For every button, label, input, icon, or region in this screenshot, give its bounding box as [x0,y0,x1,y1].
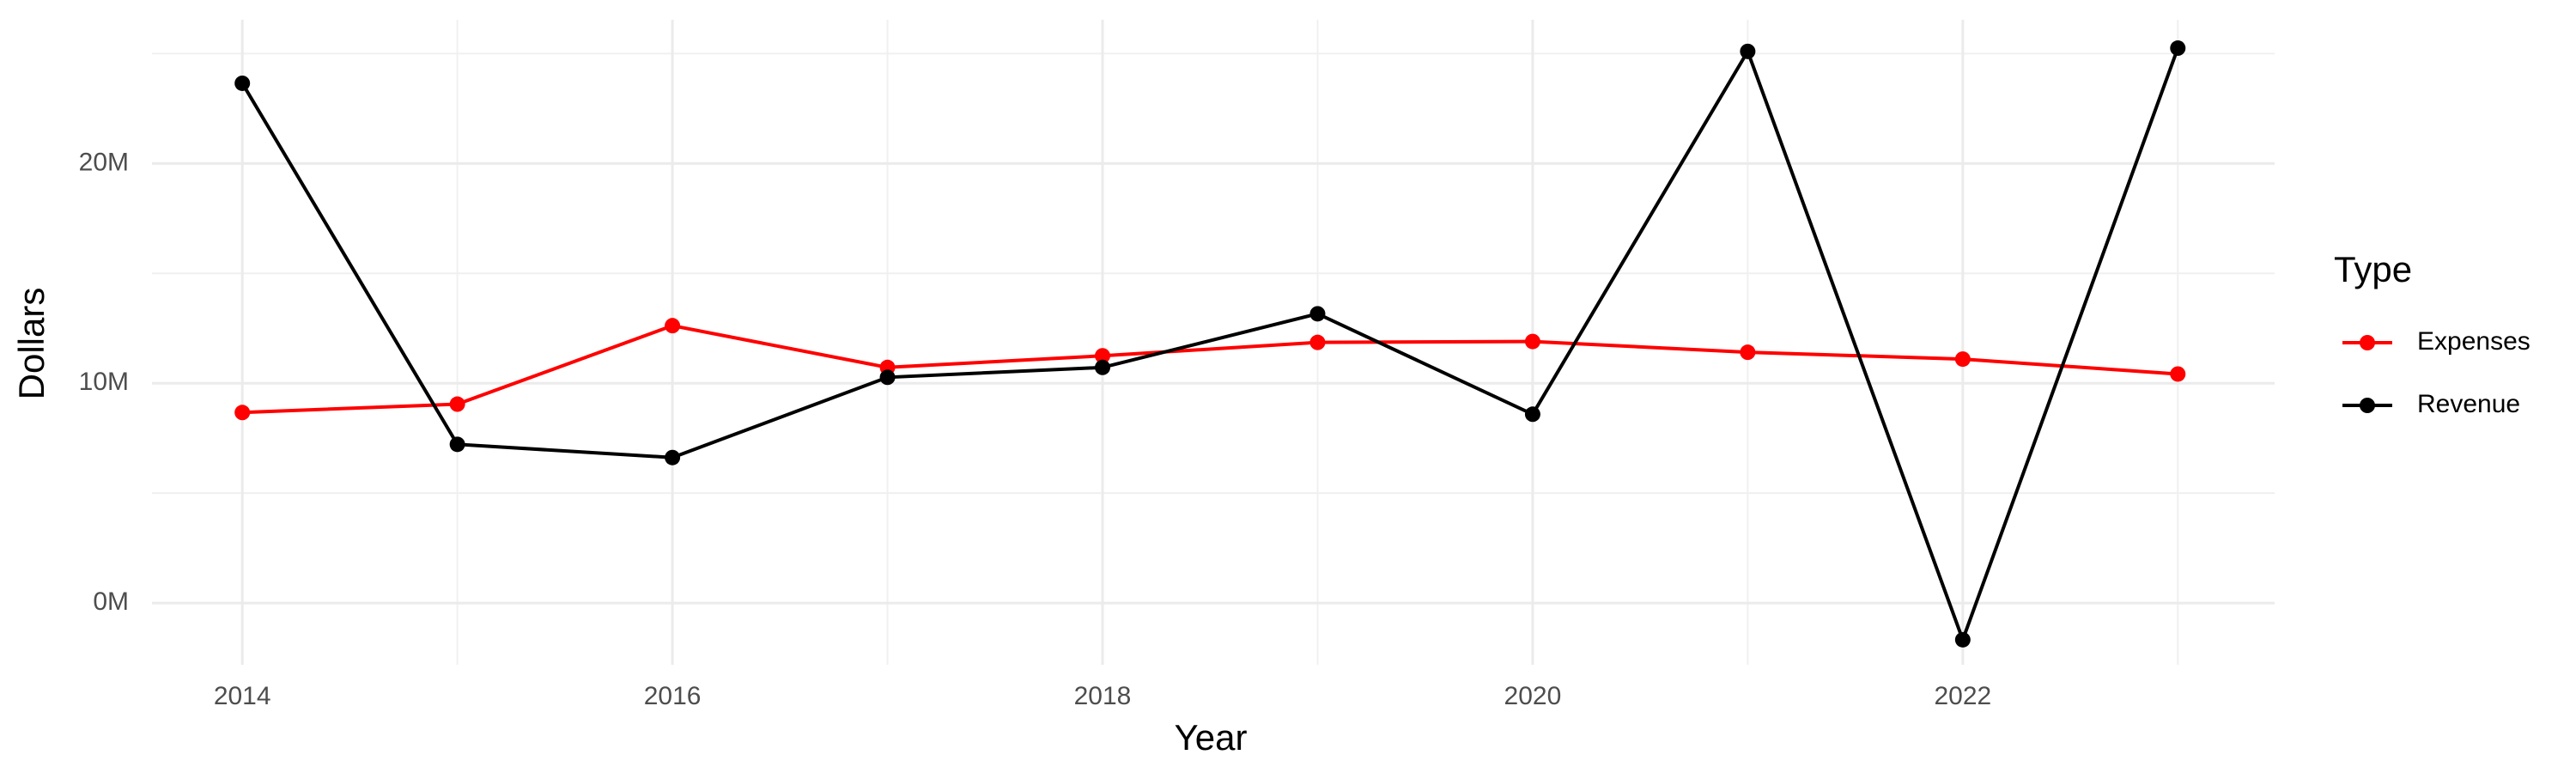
legend-title: Type [2334,249,2412,289]
point [1740,344,1756,361]
x-tick-label: 2014 [214,682,271,710]
point [879,369,896,386]
point [449,396,465,412]
x-tick-label: 2022 [1934,682,1991,710]
point [1095,359,1111,375]
point [2170,366,2186,382]
y-tick-label: 20M [79,148,129,176]
point [1524,333,1540,350]
point [665,318,681,334]
point [1740,43,1756,59]
point [1309,334,1326,350]
point [1095,348,1111,364]
y-tick-label: 10M [79,368,129,396]
point [1954,631,1971,648]
point [234,405,251,421]
x-tick-label: 2020 [1504,682,1562,710]
line [242,324,2178,415]
point [665,449,681,466]
x-axis-title: Year [1175,717,1248,758]
x-tick-label: 2016 [644,682,702,710]
point [2170,40,2186,57]
y-axis-title: Dollars [11,288,52,400]
legend-label: Revenue [2417,390,2520,418]
point [234,75,251,91]
legend-swatch [2360,335,2375,350]
legend-swatch [2360,398,2375,413]
point [1524,406,1540,423]
point [1309,306,1326,322]
legend-label: Expenses [2417,327,2530,356]
point [449,436,465,453]
y-tick-label: 0M [93,587,129,616]
line [240,47,2180,645]
x-tick-label: 2018 [1074,682,1132,710]
point [1954,351,1971,368]
